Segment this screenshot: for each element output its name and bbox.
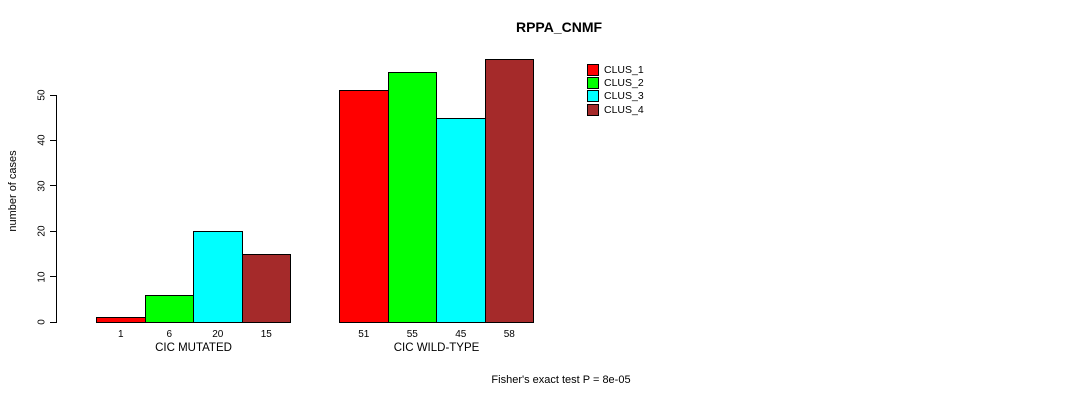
y-axis-tick xyxy=(49,185,56,187)
bar-value-label: 55 xyxy=(406,329,418,340)
bar-cic-mutated-clus_3 xyxy=(193,231,243,323)
y-axis-tick-label: 20 xyxy=(36,225,48,237)
legend-row-clus_1: CLUS_1 xyxy=(587,64,644,76)
bar-cic-wild-type-clus_1 xyxy=(339,90,389,323)
legend-swatch-clus_2 xyxy=(587,77,599,90)
legend-swatch-clus_1 xyxy=(587,64,599,76)
y-axis-tick xyxy=(49,139,56,142)
bar-value-label: 51 xyxy=(358,329,370,340)
bar-value-label: 6 xyxy=(166,329,173,340)
fisher-test-annotation: Fisher's exact test P = 8e-05 xyxy=(491,374,631,386)
y-axis-tick xyxy=(49,94,56,96)
legend-swatch-clus_4 xyxy=(587,103,599,116)
bar-value-label: 45 xyxy=(455,329,467,340)
y-axis-tick-label: 50 xyxy=(36,89,48,101)
legend-label: CLUS_1 xyxy=(604,64,644,76)
category-label: CIC MUTATED xyxy=(155,342,232,354)
bar-value-label: 15 xyxy=(260,329,272,340)
bar-cic-wild-type-clus_3 xyxy=(436,117,486,323)
legend-label: CLUS_3 xyxy=(604,90,644,103)
legend-row-clus_3: CLUS_3 xyxy=(587,90,644,103)
bar-value-label: 20 xyxy=(212,329,224,340)
legend-swatch-clus_3 xyxy=(587,90,599,103)
legend-label: CLUS_2 xyxy=(604,77,644,90)
y-axis-line xyxy=(56,94,58,323)
y-axis-tick xyxy=(49,321,56,323)
bar-cic-mutated-clus_4 xyxy=(241,253,291,323)
y-axis-tick-label: 10 xyxy=(36,271,48,283)
chart-title: RPPA_CNMF xyxy=(515,19,603,35)
legend-row-clus_2: CLUS_2 xyxy=(587,77,644,90)
bar-cic-wild-type-clus_4 xyxy=(484,58,534,323)
y-axis-tick-label: 40 xyxy=(36,134,48,146)
bar-cic-mutated-clus_1 xyxy=(96,317,146,323)
y-axis-tick xyxy=(49,276,56,278)
y-axis-tick xyxy=(49,230,56,232)
legend-label: CLUS_4 xyxy=(604,103,644,116)
y-axis-tick-label: 0 xyxy=(36,319,48,325)
category-label: CIC WILD-TYPE xyxy=(393,342,480,354)
legend-row-clus_4: CLUS_4 xyxy=(587,103,644,116)
y-axis-tick-label: 30 xyxy=(36,180,48,192)
bar-value-label: 1 xyxy=(117,329,124,340)
bar-cic-mutated-clus_2 xyxy=(144,294,194,323)
bar-value-label: 58 xyxy=(503,329,515,340)
bar-cic-wild-type-clus_2 xyxy=(387,72,437,323)
